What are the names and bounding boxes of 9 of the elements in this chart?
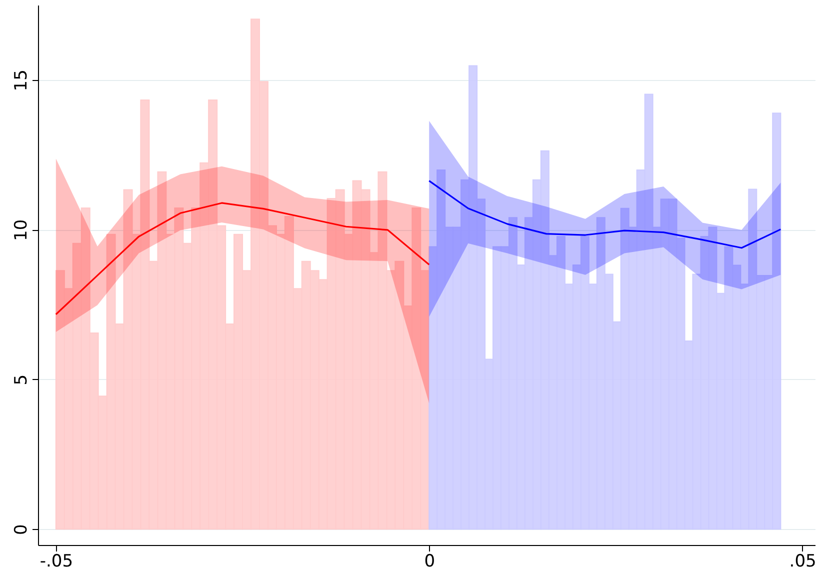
line-series bbox=[428, 180, 782, 249]
y-tick-label: 5 bbox=[12, 374, 32, 386]
x-tick-label: .05 bbox=[789, 552, 816, 572]
x-tick-label: -.05 bbox=[40, 552, 73, 572]
y-tick-label: 15 bbox=[12, 70, 32, 92]
y-tick-label: 0 bbox=[12, 524, 32, 536]
y-tick-label: 10 bbox=[12, 219, 32, 241]
line-series bbox=[55, 202, 430, 316]
x-tick-label: 0 bbox=[424, 552, 436, 572]
